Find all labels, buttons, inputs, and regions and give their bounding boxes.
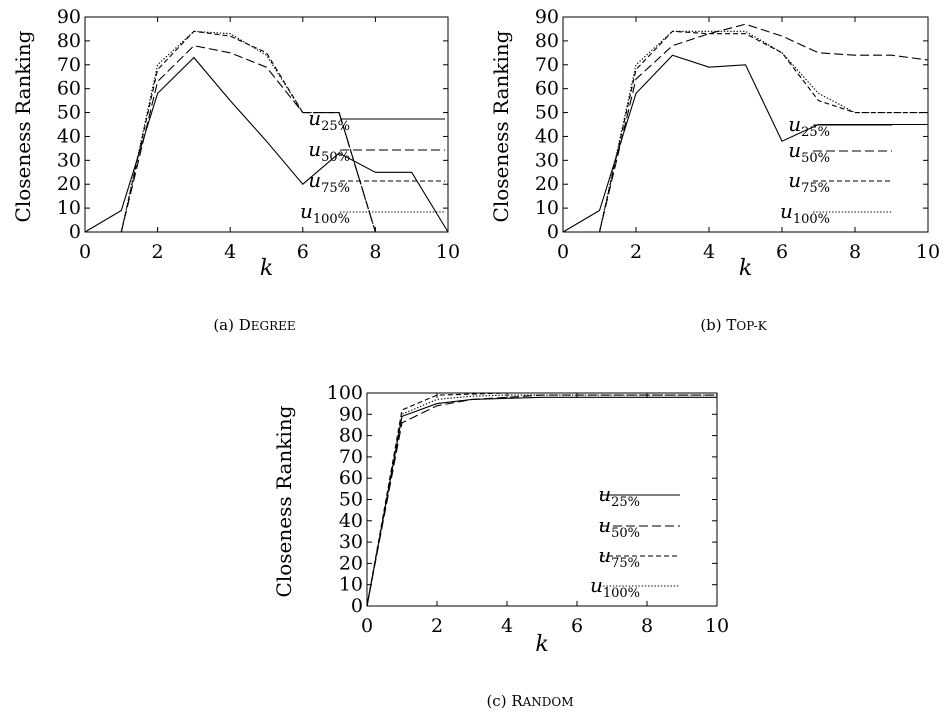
y-tick-label: 90 <box>57 6 81 28</box>
panel-caption: (a) DEGREE <box>213 316 295 334</box>
x-axis-label: k <box>739 256 752 281</box>
x-tick-label: 2 <box>431 615 443 637</box>
x-tick-label: 4 <box>501 615 513 637</box>
y-tick-label: 20 <box>339 552 363 574</box>
y-tick-label: 0 <box>351 595 363 617</box>
legend-label-u50: u50% <box>308 137 350 165</box>
y-tick-label: 40 <box>339 510 363 532</box>
y-tick-label: 60 <box>57 78 81 100</box>
legend-label-u75: u75% <box>598 543 640 571</box>
y-axis-label: Closeness Ranking <box>489 30 513 222</box>
x-tick-label: 0 <box>557 241 569 263</box>
y-tick-label: 30 <box>535 149 559 171</box>
legend-label-u100: u100% <box>780 199 830 227</box>
plot-frame <box>367 393 717 606</box>
legend-label-u75: u75% <box>308 168 350 196</box>
y-tick-label: 10 <box>339 574 363 596</box>
series-line-u100 <box>600 31 929 232</box>
x-tick-label: 4 <box>224 241 236 263</box>
series-line-u50 <box>600 24 929 232</box>
y-tick-label: 20 <box>535 173 559 195</box>
series-line-u25 <box>367 397 717 606</box>
plot-frame <box>85 17 448 232</box>
y-tick-label: 60 <box>535 78 559 100</box>
y-tick-label: 100 <box>327 382 363 404</box>
x-tick-label: 0 <box>79 241 91 263</box>
y-tick-label: 50 <box>535 102 559 124</box>
x-tick-label: 2 <box>630 241 642 263</box>
y-tick-label: 90 <box>339 403 363 425</box>
y-tick-label: 0 <box>547 221 559 243</box>
series-line-u75 <box>600 31 929 232</box>
x-tick-label: 4 <box>703 241 715 263</box>
x-axis-label: k <box>260 256 273 281</box>
legend-label-u100: u100% <box>300 199 350 227</box>
x-tick-label: 8 <box>641 615 653 637</box>
y-tick-label: 10 <box>535 197 559 219</box>
legend-label-u25: u25% <box>308 106 350 134</box>
series-line-u25 <box>85 58 448 232</box>
y-tick-label: 20 <box>57 173 81 195</box>
y-tick-label: 10 <box>57 197 81 219</box>
series-line-u25 <box>563 55 928 232</box>
y-axis-label: Closeness Ranking <box>11 30 35 222</box>
x-tick-label: 6 <box>571 615 583 637</box>
y-tick-label: 60 <box>339 467 363 489</box>
y-tick-label: 70 <box>57 54 81 76</box>
y-tick-label: 80 <box>535 30 559 52</box>
y-tick-label: 40 <box>535 125 559 147</box>
x-tick-label: 10 <box>916 241 940 263</box>
x-tick-label: 2 <box>152 241 164 263</box>
x-tick-label: 0 <box>361 615 373 637</box>
x-tick-label: 8 <box>849 241 861 263</box>
legend-label-u25: u25% <box>598 482 640 510</box>
y-tick-label: 70 <box>535 54 559 76</box>
x-tick-label: 10 <box>436 241 460 263</box>
legend-label-u75: u75% <box>788 168 830 196</box>
legend-label-u100: u100% <box>590 573 640 601</box>
x-tick-label: 8 <box>369 241 381 263</box>
y-tick-label: 80 <box>339 425 363 447</box>
legend-label-u50: u50% <box>598 513 640 541</box>
x-axis-label: k <box>535 632 548 657</box>
legend: u25% u50% u75% u100% <box>300 106 445 227</box>
legend: u25%u50%u75% u100% <box>780 112 892 227</box>
panel-caption: (c) RANDOM <box>486 692 573 710</box>
y-tick-label: 80 <box>57 30 81 52</box>
series-line-u50 <box>367 395 717 606</box>
y-tick-label: 90 <box>535 6 559 28</box>
y-tick-label: 70 <box>339 446 363 468</box>
y-tick-label: 50 <box>57 102 81 124</box>
panel-caption: (b) TOP-K <box>700 316 767 334</box>
y-tick-label: 40 <box>57 125 81 147</box>
x-tick-label: 6 <box>776 241 788 263</box>
y-tick-label: 0 <box>69 221 81 243</box>
legend-label-u50: u50% <box>788 138 830 166</box>
x-tick-label: 10 <box>705 615 729 637</box>
y-tick-label: 50 <box>339 489 363 511</box>
legend: u25% u50%u75%u100% <box>590 482 680 601</box>
y-axis-label: Closeness Ranking <box>272 405 296 597</box>
x-tick-label: 6 <box>297 241 309 263</box>
legend-label-u25: u25% <box>788 112 830 140</box>
y-tick-label: 30 <box>57 149 81 171</box>
y-tick-label: 30 <box>339 531 363 553</box>
series-line-u50 <box>121 46 375 232</box>
series-line-u100 <box>367 395 717 606</box>
series-line-u75 <box>367 393 717 606</box>
